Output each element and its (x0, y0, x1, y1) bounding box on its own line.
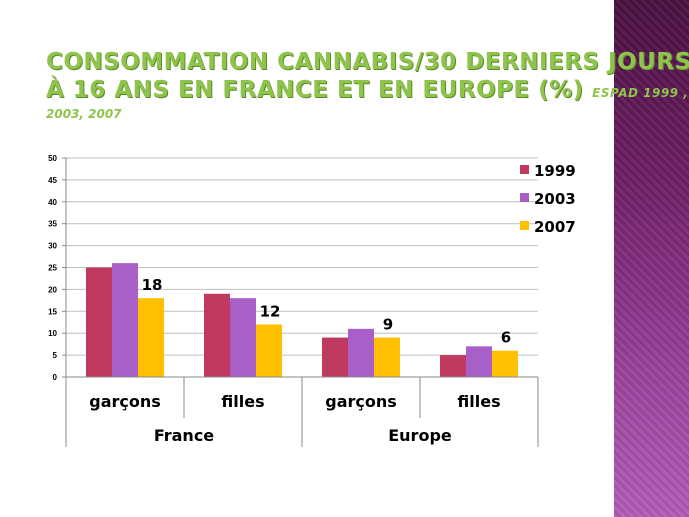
data-label: 9 (383, 316, 393, 334)
y-tick-label: 40 (48, 198, 57, 207)
y-tick-label: 50 (48, 154, 57, 163)
x-group-label: France (154, 426, 214, 445)
x-tick-label: garçons (325, 392, 397, 411)
y-axis: 0 5 10 15 20 25 30 35 40 45 50 (48, 154, 67, 382)
bar-2007-1 (256, 324, 282, 377)
bar-1999-1 (204, 293, 230, 377)
y-tick-label: 5 (53, 351, 58, 360)
bar-chart: 0 5 10 15 20 25 30 35 40 45 50 18 12 9 6 garçons fille… (48, 154, 576, 447)
x-tick-label: garçons (89, 392, 161, 411)
bar-2003-3 (466, 346, 492, 377)
bar-1999-3 (440, 355, 466, 377)
legend-label: 2007 (534, 218, 576, 236)
bar-2007-0 (138, 298, 164, 377)
legend-label: 1999 (534, 162, 576, 180)
x-tick-label: filles (457, 392, 500, 411)
y-tick-label: 0 (53, 373, 58, 382)
bar-2003-0 (112, 263, 138, 377)
title-line-3: 2003, 2007 (46, 107, 122, 121)
title-line-1: CONSOMMATION CANNABIS/30 DERNIERS JOURS (46, 49, 689, 75)
legend: 1999 2003 2007 (520, 162, 576, 236)
title-line-2-text: À 16 ANS EN FRANCE ET EN EUROPE (%) (46, 77, 584, 103)
decorative-side-band (614, 0, 689, 517)
x-group-label: Europe (388, 426, 452, 445)
title-source-sep: , (678, 86, 689, 100)
legend-swatch (520, 193, 529, 202)
legend-swatch (520, 221, 529, 230)
legend-swatch (520, 165, 529, 174)
data-labels: 18 12 9 6 (142, 276, 512, 347)
bar-1999-0 (86, 267, 112, 377)
y-tick-label: 10 (48, 329, 57, 338)
y-tick-label: 25 (48, 264, 57, 273)
bars (86, 263, 518, 377)
title-line-2: À 16 ANS EN FRANCE ET EN EUROPE (%) ESPA… (46, 76, 688, 107)
title-source: ESPAD 1999 (592, 86, 679, 100)
y-tick-label: 45 (48, 176, 57, 185)
y-tick-label: 35 (48, 220, 57, 229)
y-tick-label: 30 (48, 242, 57, 251)
bar-2007-3 (492, 350, 518, 377)
data-label: 12 (260, 302, 281, 320)
legend-label: 2003 (534, 190, 576, 208)
data-label: 18 (142, 276, 163, 294)
bar-2003-1 (230, 298, 256, 377)
y-tick-label: 15 (48, 307, 57, 316)
bar-2003-2 (348, 328, 374, 377)
bar-2007-2 (374, 337, 400, 377)
slide-title: CONSOMMATION CANNABIS/30 DERNIERS JOURS … (46, 48, 689, 121)
x-tick-label: filles (221, 392, 264, 411)
data-label: 6 (501, 329, 511, 347)
bar-1999-2 (322, 337, 348, 377)
y-tick-label: 20 (48, 285, 57, 294)
x-axis: garçons filles garçons filles France Europe (65, 376, 539, 447)
